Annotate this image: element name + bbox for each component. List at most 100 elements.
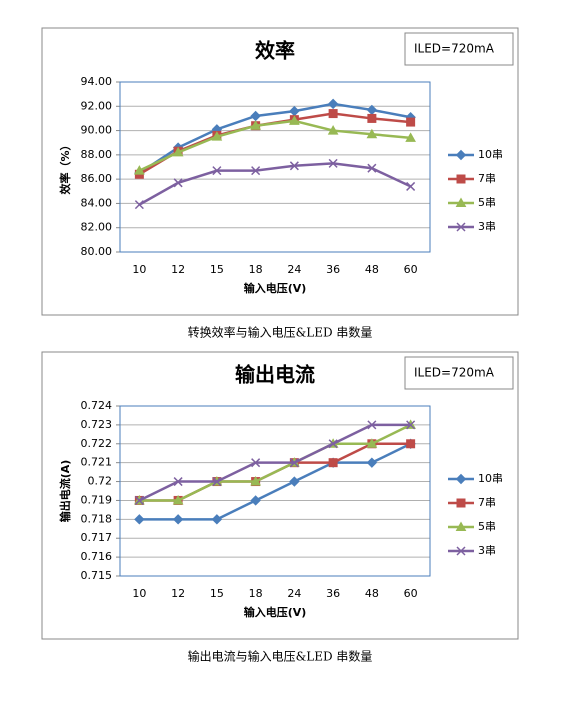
y-tick-label: 0.723 [81, 418, 113, 431]
marker [405, 132, 416, 142]
chart-frame [41, 351, 519, 640]
marker [134, 514, 145, 525]
chart: 效率 ILED=720mA 80.00 82.00 84.00 86.00 88.00 90.… [41, 27, 519, 340]
x-tick-label: 60 [404, 587, 418, 600]
marker [251, 166, 261, 176]
x-tick-label: 36 [326, 587, 340, 600]
marker [250, 120, 261, 130]
marker [456, 222, 466, 232]
marker [250, 495, 261, 506]
marker [251, 458, 261, 468]
series-line [138, 423, 411, 502]
marker [328, 439, 338, 449]
y-tick-label: 0.719 [81, 493, 113, 506]
x-tick-label: 18 [249, 263, 263, 276]
y-tick-label: 80.00 [81, 245, 113, 258]
marker [406, 420, 416, 430]
x-tick-label: 24 [287, 263, 301, 276]
y-tick-label: 84.00 [81, 196, 113, 209]
marker [211, 131, 223, 141]
annotation: ILED=720mA [414, 42, 495, 56]
marker [134, 165, 145, 175]
marker [172, 494, 184, 505]
legend-label: 5串 [478, 520, 496, 533]
marker [406, 181, 416, 191]
y-axis-label: 输出电流(A) [58, 460, 72, 523]
x-tick-label: 36 [326, 263, 340, 276]
marker [406, 439, 416, 449]
series-line [139, 442, 412, 521]
marker [328, 109, 338, 119]
marker [289, 458, 299, 468]
chart-title: 输出电流 [235, 363, 315, 387]
y-tick-label: 92.00 [81, 99, 113, 112]
series-line [138, 102, 411, 175]
y-tick-label: 90.00 [81, 124, 113, 137]
marker [406, 117, 416, 127]
marker [134, 200, 144, 210]
marker [456, 546, 466, 556]
y-tick-label: 88.00 [81, 148, 113, 161]
caption: 转换效率与输入电压&LED 串数量 [188, 325, 373, 340]
legend-label: 7串 [478, 496, 496, 509]
y-tick-label: 0.721 [81, 456, 113, 469]
marker [455, 521, 467, 531]
marker [366, 128, 378, 139]
x-tick-label: 48 [365, 587, 379, 600]
marker [327, 125, 339, 135]
x-tick-label: 24 [287, 587, 301, 600]
marker [327, 98, 339, 110]
marker [134, 495, 144, 505]
plot-frame [119, 81, 431, 253]
x-tick-label: 48 [365, 263, 379, 276]
x-axis-label: 输入电压(V) [244, 281, 307, 295]
y-tick-label: 0.718 [81, 512, 113, 525]
marker [212, 477, 222, 487]
x-tick-label: 10 [132, 263, 146, 276]
marker [173, 477, 183, 487]
x-tick-label: 15 [210, 263, 224, 276]
marker [211, 514, 223, 525]
annotation-box [404, 356, 514, 390]
chart-frame [41, 27, 519, 316]
legend-label: 7串 [478, 172, 496, 185]
marker [328, 158, 338, 168]
marker [289, 115, 300, 125]
marker [173, 178, 183, 188]
marker [289, 476, 300, 487]
y-tick-label: 0.716 [81, 550, 113, 563]
x-tick-label: 12 [171, 263, 185, 276]
y-tick-label: 0.722 [81, 437, 113, 450]
x-tick-label: 10 [132, 587, 146, 600]
marker [455, 473, 467, 485]
x-tick-label: 15 [210, 587, 224, 600]
x-tick-label: 18 [249, 587, 263, 600]
y-tick-label: 0.72 [88, 475, 113, 488]
marker [456, 498, 466, 508]
marker [328, 458, 338, 468]
marker [456, 174, 466, 184]
chart: 输出电流 ILED=720mA 0.715 0.716 0.717 0.718 0.719 0… [41, 351, 519, 664]
y-tick-label: 0.715 [81, 569, 113, 582]
x-tick-label: 12 [171, 587, 185, 600]
marker [172, 514, 184, 525]
marker [455, 197, 467, 207]
y-axis-label: 效率（%） [58, 139, 72, 194]
legend-label: 3串 [478, 544, 496, 557]
series-line [138, 162, 412, 206]
y-tick-label: 94.00 [81, 75, 113, 88]
marker [455, 149, 467, 161]
annotation: ILED=720mA [414, 366, 495, 380]
caption: 输出电流与输入电压&LED 串数量 [188, 649, 373, 664]
legend-label: 10串 [478, 148, 503, 161]
marker [172, 146, 184, 157]
marker [250, 476, 261, 486]
series-line [138, 119, 411, 172]
marker [289, 161, 299, 171]
y-tick-label: 82.00 [81, 221, 113, 234]
legend-label: 10串 [478, 472, 503, 485]
annotation-box [404, 32, 514, 66]
x-tick-label: 60 [404, 263, 418, 276]
marker [366, 438, 378, 448]
